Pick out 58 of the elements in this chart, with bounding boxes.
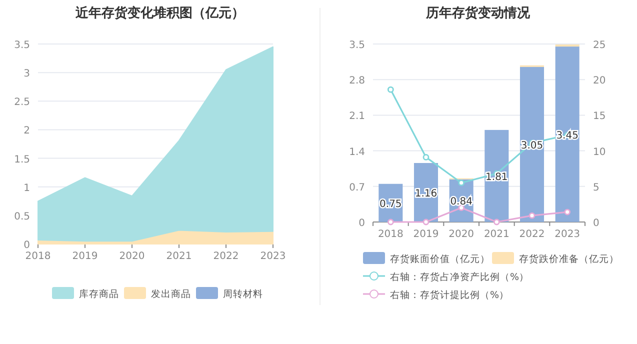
- y-tick-label: 0: [358, 218, 365, 229]
- legend-label: 存货跌价准备（亿元）: [519, 253, 619, 265]
- y-tick-label: 3.5: [349, 40, 365, 51]
- bar: [520, 66, 544, 222]
- point: [493, 218, 500, 226]
- y-tick-label: 0: [24, 240, 30, 251]
- y-tick-label: 2.5: [14, 97, 30, 108]
- x-tick-label: 2021: [484, 229, 510, 240]
- point: [422, 154, 430, 160]
- point: [387, 218, 394, 226]
- data-label: 1.16: [414, 188, 438, 200]
- y-tick-label: 0.7: [349, 182, 365, 194]
- legend-label: 发出商品: [151, 288, 191, 300]
- x-tick-label: 2021: [166, 251, 192, 262]
- legend-label: 存货账面价值（亿元）: [390, 253, 490, 265]
- y2-tick-label: 10: [593, 146, 606, 158]
- chart-title: 近年存货变化堆积图（亿元）: [74, 5, 244, 21]
- point: [458, 180, 465, 186]
- x-tick-label: 2019: [72, 251, 98, 262]
- point: [387, 86, 394, 93]
- point: [422, 218, 430, 226]
- legend-label: 右轴：存货占净资产比例（%）: [390, 271, 530, 283]
- data-label: 0.75: [380, 198, 402, 210]
- y-tick-label: 1: [24, 182, 30, 194]
- y2-tick-label: 0: [593, 218, 600, 229]
- y-tick-label: 2: [24, 126, 30, 137]
- x-tick-label: 2022: [519, 229, 545, 240]
- legend-label: 右轴：存货计提比例（%）: [390, 289, 510, 301]
- y-tick-label: 3: [24, 68, 30, 80]
- x-tick-label: 2018: [378, 229, 404, 240]
- y-tick-label: 0.5: [14, 211, 30, 222]
- x-tick-label: 2018: [25, 251, 51, 262]
- x-tick-label: 2020: [119, 251, 145, 262]
- y-tick-label: 1.5: [14, 154, 30, 166]
- y-tick-label: 1.4: [349, 146, 365, 158]
- data-label: 1.81: [486, 172, 508, 183]
- data-label: 3.45: [556, 130, 578, 142]
- y2-tick-label: 20: [593, 76, 606, 87]
- bar: [555, 46, 580, 222]
- y2-tick-label: 5: [593, 182, 600, 194]
- x-tick-label: 2020: [448, 229, 474, 240]
- x-tick-label: 2022: [213, 251, 239, 262]
- y-tick-label: 2.8: [349, 76, 365, 87]
- y-tick-label: 3.5: [14, 40, 30, 51]
- y2-tick-label: 25: [593, 40, 606, 51]
- point: [564, 208, 571, 216]
- x-tick-label: 2019: [413, 229, 439, 240]
- legend-label: 周转材料: [223, 288, 263, 300]
- x-tick-label: 2023: [554, 229, 580, 240]
- chart-title: 历年存货变动情况: [425, 5, 531, 21]
- legend-label: 库存商品: [79, 288, 119, 300]
- data-label: 3.05: [520, 140, 544, 152]
- x-tick-label: 2023: [260, 251, 286, 262]
- y2-tick-label: 15: [593, 111, 606, 122]
- y-tick-label: 2.1: [349, 111, 365, 122]
- point: [528, 212, 536, 219]
- bar: [484, 130, 509, 222]
- data-label: 0.84: [450, 196, 472, 208]
